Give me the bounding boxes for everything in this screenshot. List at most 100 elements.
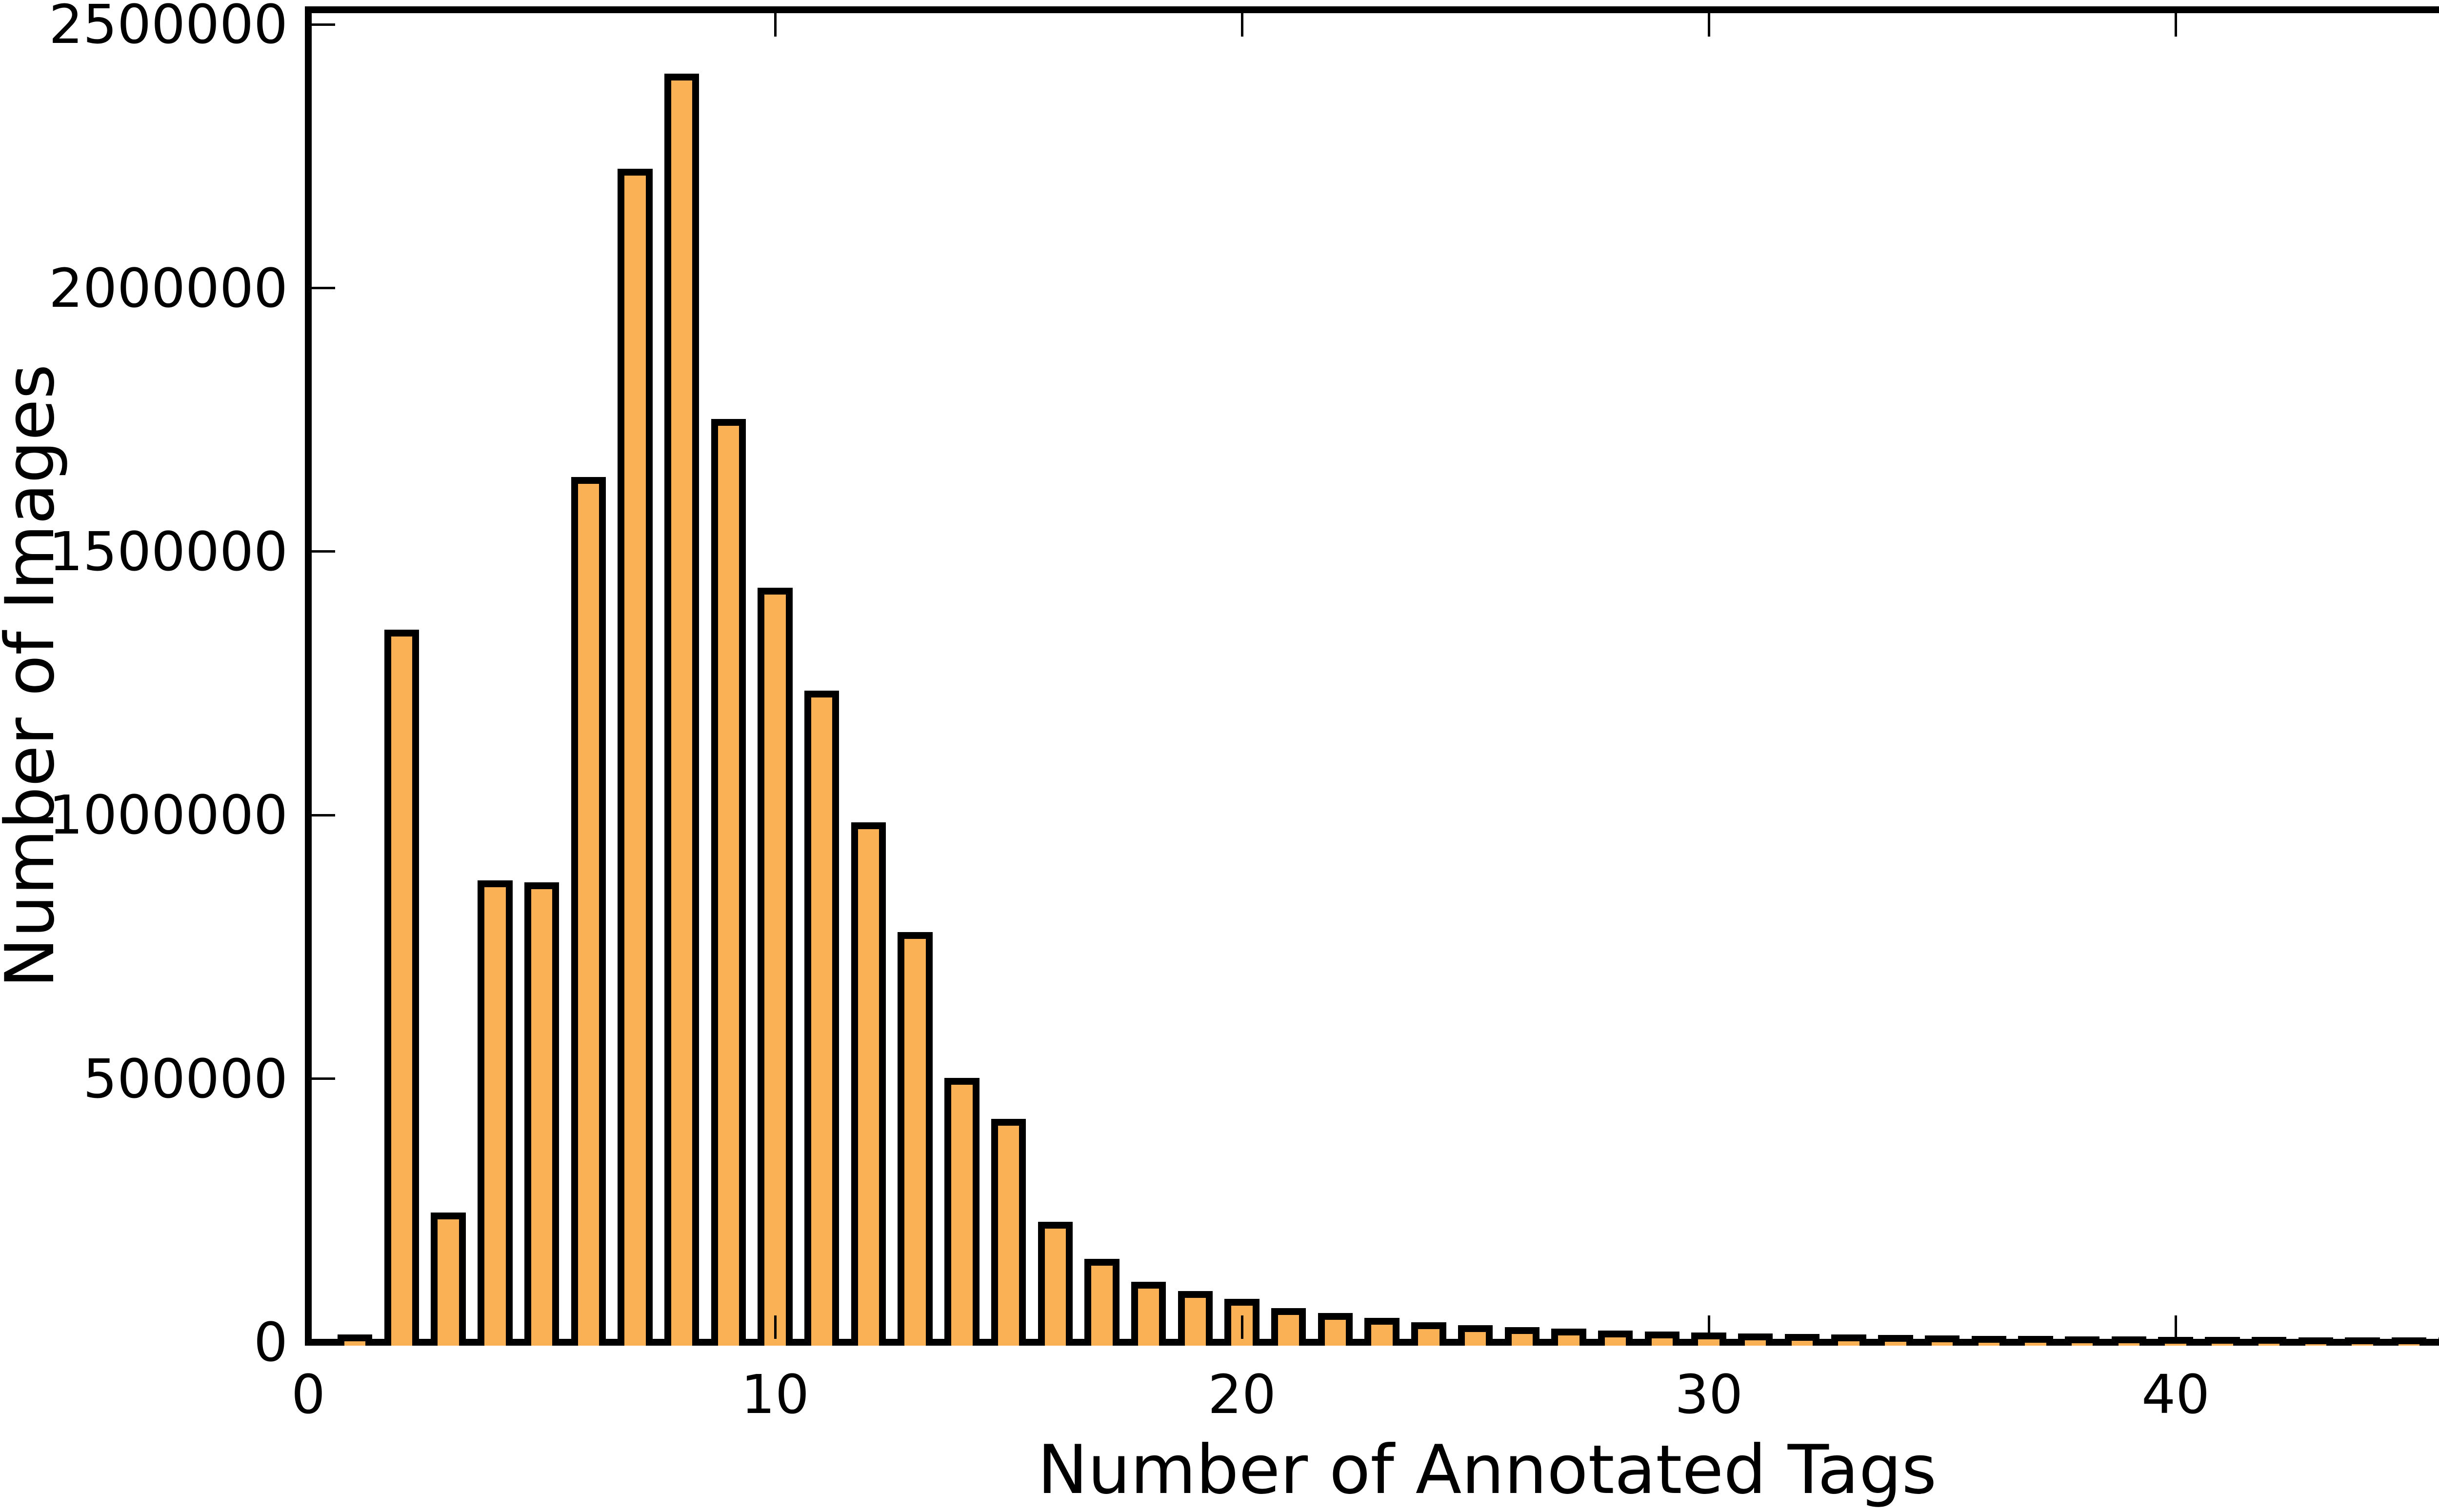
bar-34 [1878, 1335, 1913, 1346]
bar-38 [2065, 1336, 2100, 1346]
bar-39 [2111, 1336, 2147, 1346]
y-tick-left [312, 23, 335, 26]
bar-2 [384, 630, 420, 1346]
x-tick-label: 30 [1675, 1363, 1743, 1426]
bar-fill [2212, 1344, 2233, 1346]
bar-fill [1044, 1229, 1066, 1346]
bar-23 [1364, 1317, 1399, 1346]
bar-16 [1038, 1222, 1073, 1346]
bar-42 [2251, 1337, 2287, 1346]
bar-fill [1745, 1340, 1766, 1346]
bar-19 [1178, 1291, 1213, 1346]
bar-31 [1738, 1333, 1773, 1346]
bar-17 [1084, 1258, 1120, 1346]
y-tick-label: 500000 [83, 1047, 288, 1110]
x-tick-top [1707, 13, 1710, 37]
bar-36 [1971, 1335, 2006, 1346]
x-tick-top [774, 13, 777, 37]
bar-9 [711, 419, 746, 1346]
bar-44 [2345, 1337, 2380, 1346]
bar-fill [578, 484, 599, 1346]
bar-10 [758, 588, 793, 1346]
bar-29 [1644, 1331, 1680, 1346]
bar-22 [1318, 1313, 1353, 1346]
bar-15 [991, 1119, 1026, 1346]
bar-fill [391, 637, 413, 1346]
bar-7 [618, 168, 653, 1346]
bar-fill [2072, 1343, 2093, 1346]
y-tick-label: 2500000 [49, 0, 288, 56]
bar-fill [1838, 1341, 1859, 1346]
bar-fill [2352, 1344, 2373, 1346]
y-tick-label: 1500000 [49, 520, 288, 583]
bar-27 [1551, 1329, 1586, 1346]
y-tick-left [312, 287, 335, 290]
bar-fill [1978, 1342, 1999, 1346]
x-tick-label: 0 [291, 1363, 325, 1426]
x-tick-top [1240, 13, 1243, 37]
bar-28 [1598, 1330, 1633, 1346]
bar-fill [1511, 1334, 1533, 1346]
bar-fill [1278, 1315, 1299, 1346]
bar-45 [2391, 1337, 2427, 1346]
bar-13 [898, 932, 933, 1346]
x-tick-bottom [1240, 1315, 1243, 1339]
bar-fill [1604, 1337, 1626, 1346]
bar-fill [1651, 1338, 1673, 1346]
bar-fill [1558, 1335, 1579, 1346]
x-tick-top [307, 13, 310, 37]
bar-3 [431, 1212, 466, 1346]
bar-43 [2298, 1337, 2333, 1346]
bar-fill [858, 829, 880, 1346]
bar-35 [1924, 1335, 1960, 1346]
bar-8 [664, 74, 700, 1346]
bar-fill [1184, 1297, 1206, 1346]
bar-33 [1831, 1334, 1866, 1346]
bar-fill [1324, 1320, 1346, 1346]
bar-fill [1091, 1265, 1113, 1346]
bar-fill [1698, 1339, 1719, 1346]
bar-40 [2158, 1336, 2193, 1346]
y-tick-left [312, 814, 335, 816]
bar-fill [2398, 1344, 2420, 1346]
bar-fill [1138, 1289, 1160, 1346]
y-tick-left [312, 1341, 335, 1344]
x-tick-top [2174, 13, 2177, 37]
bar-37 [2018, 1336, 2053, 1346]
bar-fill [1371, 1324, 1393, 1346]
bar-fill [1885, 1342, 1906, 1346]
bar-fill [2025, 1343, 2046, 1346]
y-tick-label: 2000000 [49, 257, 288, 319]
x-tick-label: 10 [741, 1363, 810, 1426]
y-tick-left [312, 550, 335, 553]
bar-fill [438, 1219, 459, 1346]
bar-fill [484, 887, 506, 1346]
bar-fill [344, 1341, 366, 1346]
bar-fill [531, 889, 553, 1346]
bar-fill [2118, 1343, 2140, 1346]
bar-fill [998, 1126, 1020, 1346]
bar-25 [1458, 1325, 1493, 1346]
bar-fill [2165, 1343, 2186, 1346]
bar-14 [944, 1078, 980, 1346]
x-axis-title: Number of Annotated Tags [1037, 1431, 1937, 1509]
bar-24 [1411, 1322, 1446, 1346]
y-tick-left [312, 1077, 335, 1080]
y-tick-label: 0 [254, 1311, 288, 1373]
bar-32 [1784, 1334, 1820, 1346]
x-tick-label: 20 [1208, 1363, 1277, 1426]
bar-fill [1464, 1332, 1486, 1346]
x-tick-bottom [307, 1315, 310, 1339]
x-tick-bottom [774, 1315, 777, 1339]
bar-41 [2205, 1337, 2240, 1346]
y-tick-label: 1000000 [49, 784, 288, 847]
bar-11 [804, 690, 840, 1346]
x-tick-label: 40 [2141, 1363, 2210, 1426]
bar-fill [718, 426, 740, 1346]
bar-4 [478, 880, 513, 1346]
bar-fill [1931, 1342, 1953, 1346]
bar-21 [1271, 1308, 1306, 1346]
y-axis-title: Number of Images [0, 364, 69, 988]
bar-fill [624, 175, 646, 1346]
bar-fill [2305, 1344, 2326, 1346]
